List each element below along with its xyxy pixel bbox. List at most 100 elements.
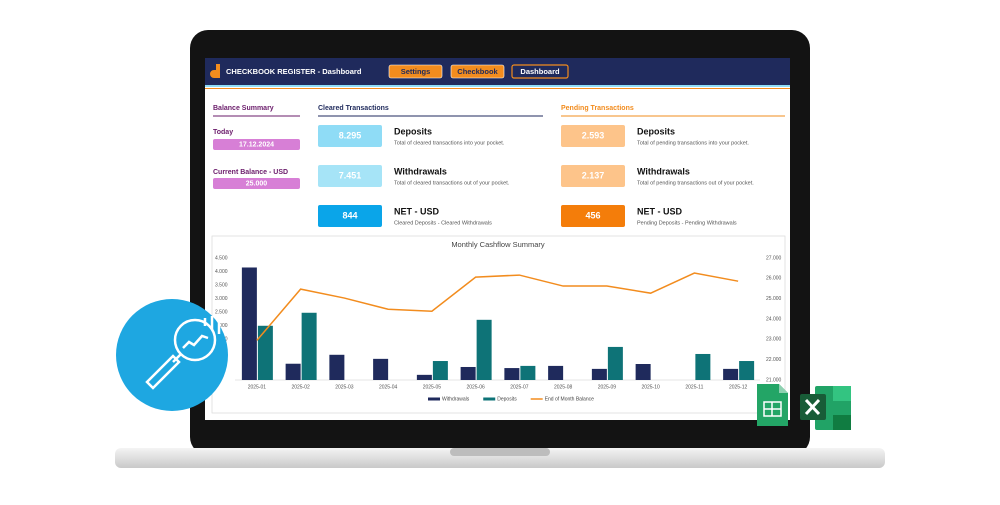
section-title: Pending Transactions: [561, 105, 634, 112]
legend-label: Deposits: [497, 396, 517, 402]
y2-tick-label: 21.000: [766, 377, 782, 383]
card-value: 8.295: [339, 130, 362, 140]
bar: [432, 361, 448, 380]
card-title: Deposits: [637, 126, 675, 136]
card-value-box: [561, 165, 625, 187]
card-value-box: [561, 205, 625, 227]
x-tick-label: 2025-12: [729, 384, 748, 390]
bar: [635, 364, 651, 380]
field-pill: [213, 178, 300, 189]
card-title: NET - USD: [394, 206, 440, 216]
header-title: CHECKBOOK REGISTER - Dashboard: [226, 67, 362, 76]
section-title: Balance Summary: [213, 105, 274, 112]
x-tick-label: 2025-06: [466, 384, 485, 390]
y-tick-label: 3.500: [215, 282, 228, 288]
excel-icon: [800, 386, 851, 430]
card-value-box: [318, 165, 382, 187]
y2-tick-label: 23.000: [766, 337, 782, 343]
card-value-box: [561, 125, 625, 147]
card-title: Deposits: [394, 126, 432, 136]
bar: [520, 365, 536, 380]
x-tick-label: 2025-05: [423, 384, 442, 390]
bar: [504, 368, 520, 380]
bar: [695, 353, 711, 380]
nav-button-label[interactable]: Settings: [401, 67, 431, 76]
card-title: NET - USD: [637, 206, 683, 216]
section-title: Cleared Transactions: [318, 105, 389, 112]
y-tick-label: 4.500: [215, 255, 228, 261]
card-value: 844: [342, 210, 357, 220]
bar: [548, 365, 564, 380]
header-stripe: [205, 85, 790, 87]
y-tick-label: 4.000: [215, 269, 228, 275]
y-tick-label: 2.000: [215, 323, 228, 329]
card-title: Withdrawals: [394, 166, 447, 176]
bar: [301, 312, 317, 380]
nav-button-active[interactable]: [511, 64, 569, 79]
search-icon: [145, 316, 221, 390]
bar: [329, 354, 345, 380]
bar: [476, 319, 492, 380]
x-tick-label: 2025-01: [248, 384, 267, 390]
card-value: 2.593: [582, 130, 605, 140]
card-desc: Total of pending transactions out of you…: [637, 180, 754, 186]
chart-title: Monthly Cashflow Summary: [451, 240, 545, 249]
y2-tick-label: 26.000: [766, 276, 782, 282]
x-tick-label: 2025-03: [335, 384, 354, 390]
field-value: 25.000: [246, 180, 268, 187]
sheets-icon: [757, 384, 788, 426]
laptop-notch: [450, 448, 550, 456]
bar: [285, 363, 301, 380]
field-pill: [213, 139, 300, 150]
bar: [460, 366, 476, 380]
card-value: 2.137: [582, 170, 605, 180]
field-label: Current Balance - USD: [213, 169, 288, 176]
legend-label: End of Month Balance: [545, 396, 594, 402]
x-tick-label: 2025-11: [685, 384, 703, 390]
y-tick-label: 2.500: [215, 310, 228, 316]
x-tick-label: 2025-10: [641, 384, 660, 390]
y-tick-label: 3.000: [215, 296, 228, 302]
nav-button-label[interactable]: Checkbook: [457, 67, 498, 76]
card-value: 7.451: [339, 170, 362, 180]
nav-button[interactable]: [388, 64, 443, 79]
y2-tick-label: 24.000: [766, 316, 782, 322]
card-desc: Total of cleared transactions into your …: [394, 140, 505, 146]
bar: [416, 374, 432, 380]
x-tick-label: 2025-02: [291, 384, 310, 390]
card-value-box: [318, 125, 382, 147]
x-tick-label: 2025-04: [379, 384, 398, 390]
bar: [241, 267, 257, 380]
card-desc: Cleared Deposits - Cleared Withdrawals: [394, 220, 492, 226]
field-value: 17.12.2024: [239, 141, 274, 148]
card-title: Withdrawals: [637, 166, 690, 176]
bar: [739, 361, 755, 380]
legend-label: Withdrawals: [442, 396, 470, 402]
x-tick-label: 2025-08: [554, 384, 573, 390]
bar: [373, 358, 389, 380]
bar: [723, 368, 739, 380]
x-tick-label: 2025-07: [510, 384, 529, 390]
header-stripe: [205, 88, 790, 89]
bar: [257, 325, 273, 380]
nav-button[interactable]: [450, 64, 505, 79]
y2-tick-label: 22.000: [766, 357, 782, 363]
bar: [607, 346, 623, 380]
card-value: 456: [585, 210, 600, 220]
y2-tick-label: 25.000: [766, 296, 782, 302]
logo: [210, 64, 220, 78]
line: [256, 272, 739, 341]
card-desc: Total of cleared transactions out of you…: [394, 180, 510, 186]
card-desc: Total of pending transactions into your …: [637, 140, 749, 146]
chart: 05001.0001.5002.0002.5003.0003.5004.0004…: [215, 255, 782, 402]
bar: [591, 368, 607, 380]
search-badge: [116, 299, 228, 411]
y2-tick-label: 27.000: [766, 255, 782, 261]
card-value-box: [318, 205, 382, 227]
x-tick-label: 2025-09: [598, 384, 617, 390]
card-desc: Pending Deposits - Pending Withdrawals: [637, 220, 737, 226]
field-label: Today: [213, 129, 233, 136]
nav-button-label[interactable]: Dashboard: [520, 67, 560, 76]
